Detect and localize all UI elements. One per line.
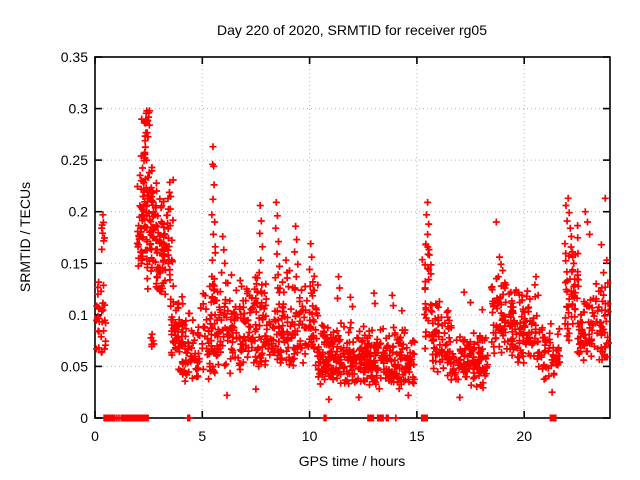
y-axis-label: SRMTID / TECUs (17, 182, 33, 292)
x-tick-label: 5 (198, 428, 206, 444)
data-points (93, 107, 612, 422)
x-tick-label: 20 (516, 428, 532, 444)
chart-title: Day 220 of 2020, SRMTID for receiver rg0… (217, 22, 487, 38)
y-tick-label: 0 (80, 410, 88, 426)
y-tick-label: 0.1 (69, 307, 89, 323)
x-tick-label: 15 (409, 428, 425, 444)
y-tick-label: 0.3 (69, 101, 89, 117)
x-axis-label: GPS time / hours (299, 453, 406, 469)
grid-lines (95, 57, 610, 418)
x-tick-label: 0 (91, 428, 99, 444)
zero-square-markers (103, 414, 557, 422)
x-tick-label: 10 (302, 428, 318, 444)
y-tick-label: 0.05 (61, 358, 88, 374)
tick-labels: 0 5 10 15 20 0 0.05 0.1 0.15 0.2 0.25 0.3 0.35 (61, 49, 532, 444)
plot-border (94, 56, 611, 419)
y-tick-label: 0.15 (61, 255, 88, 271)
y-tick-label: 0.35 (61, 49, 88, 65)
y-tick-label: 0.2 (69, 204, 89, 220)
y-tick-label: 0.25 (61, 152, 88, 168)
scatter-plus-markers (93, 107, 612, 422)
